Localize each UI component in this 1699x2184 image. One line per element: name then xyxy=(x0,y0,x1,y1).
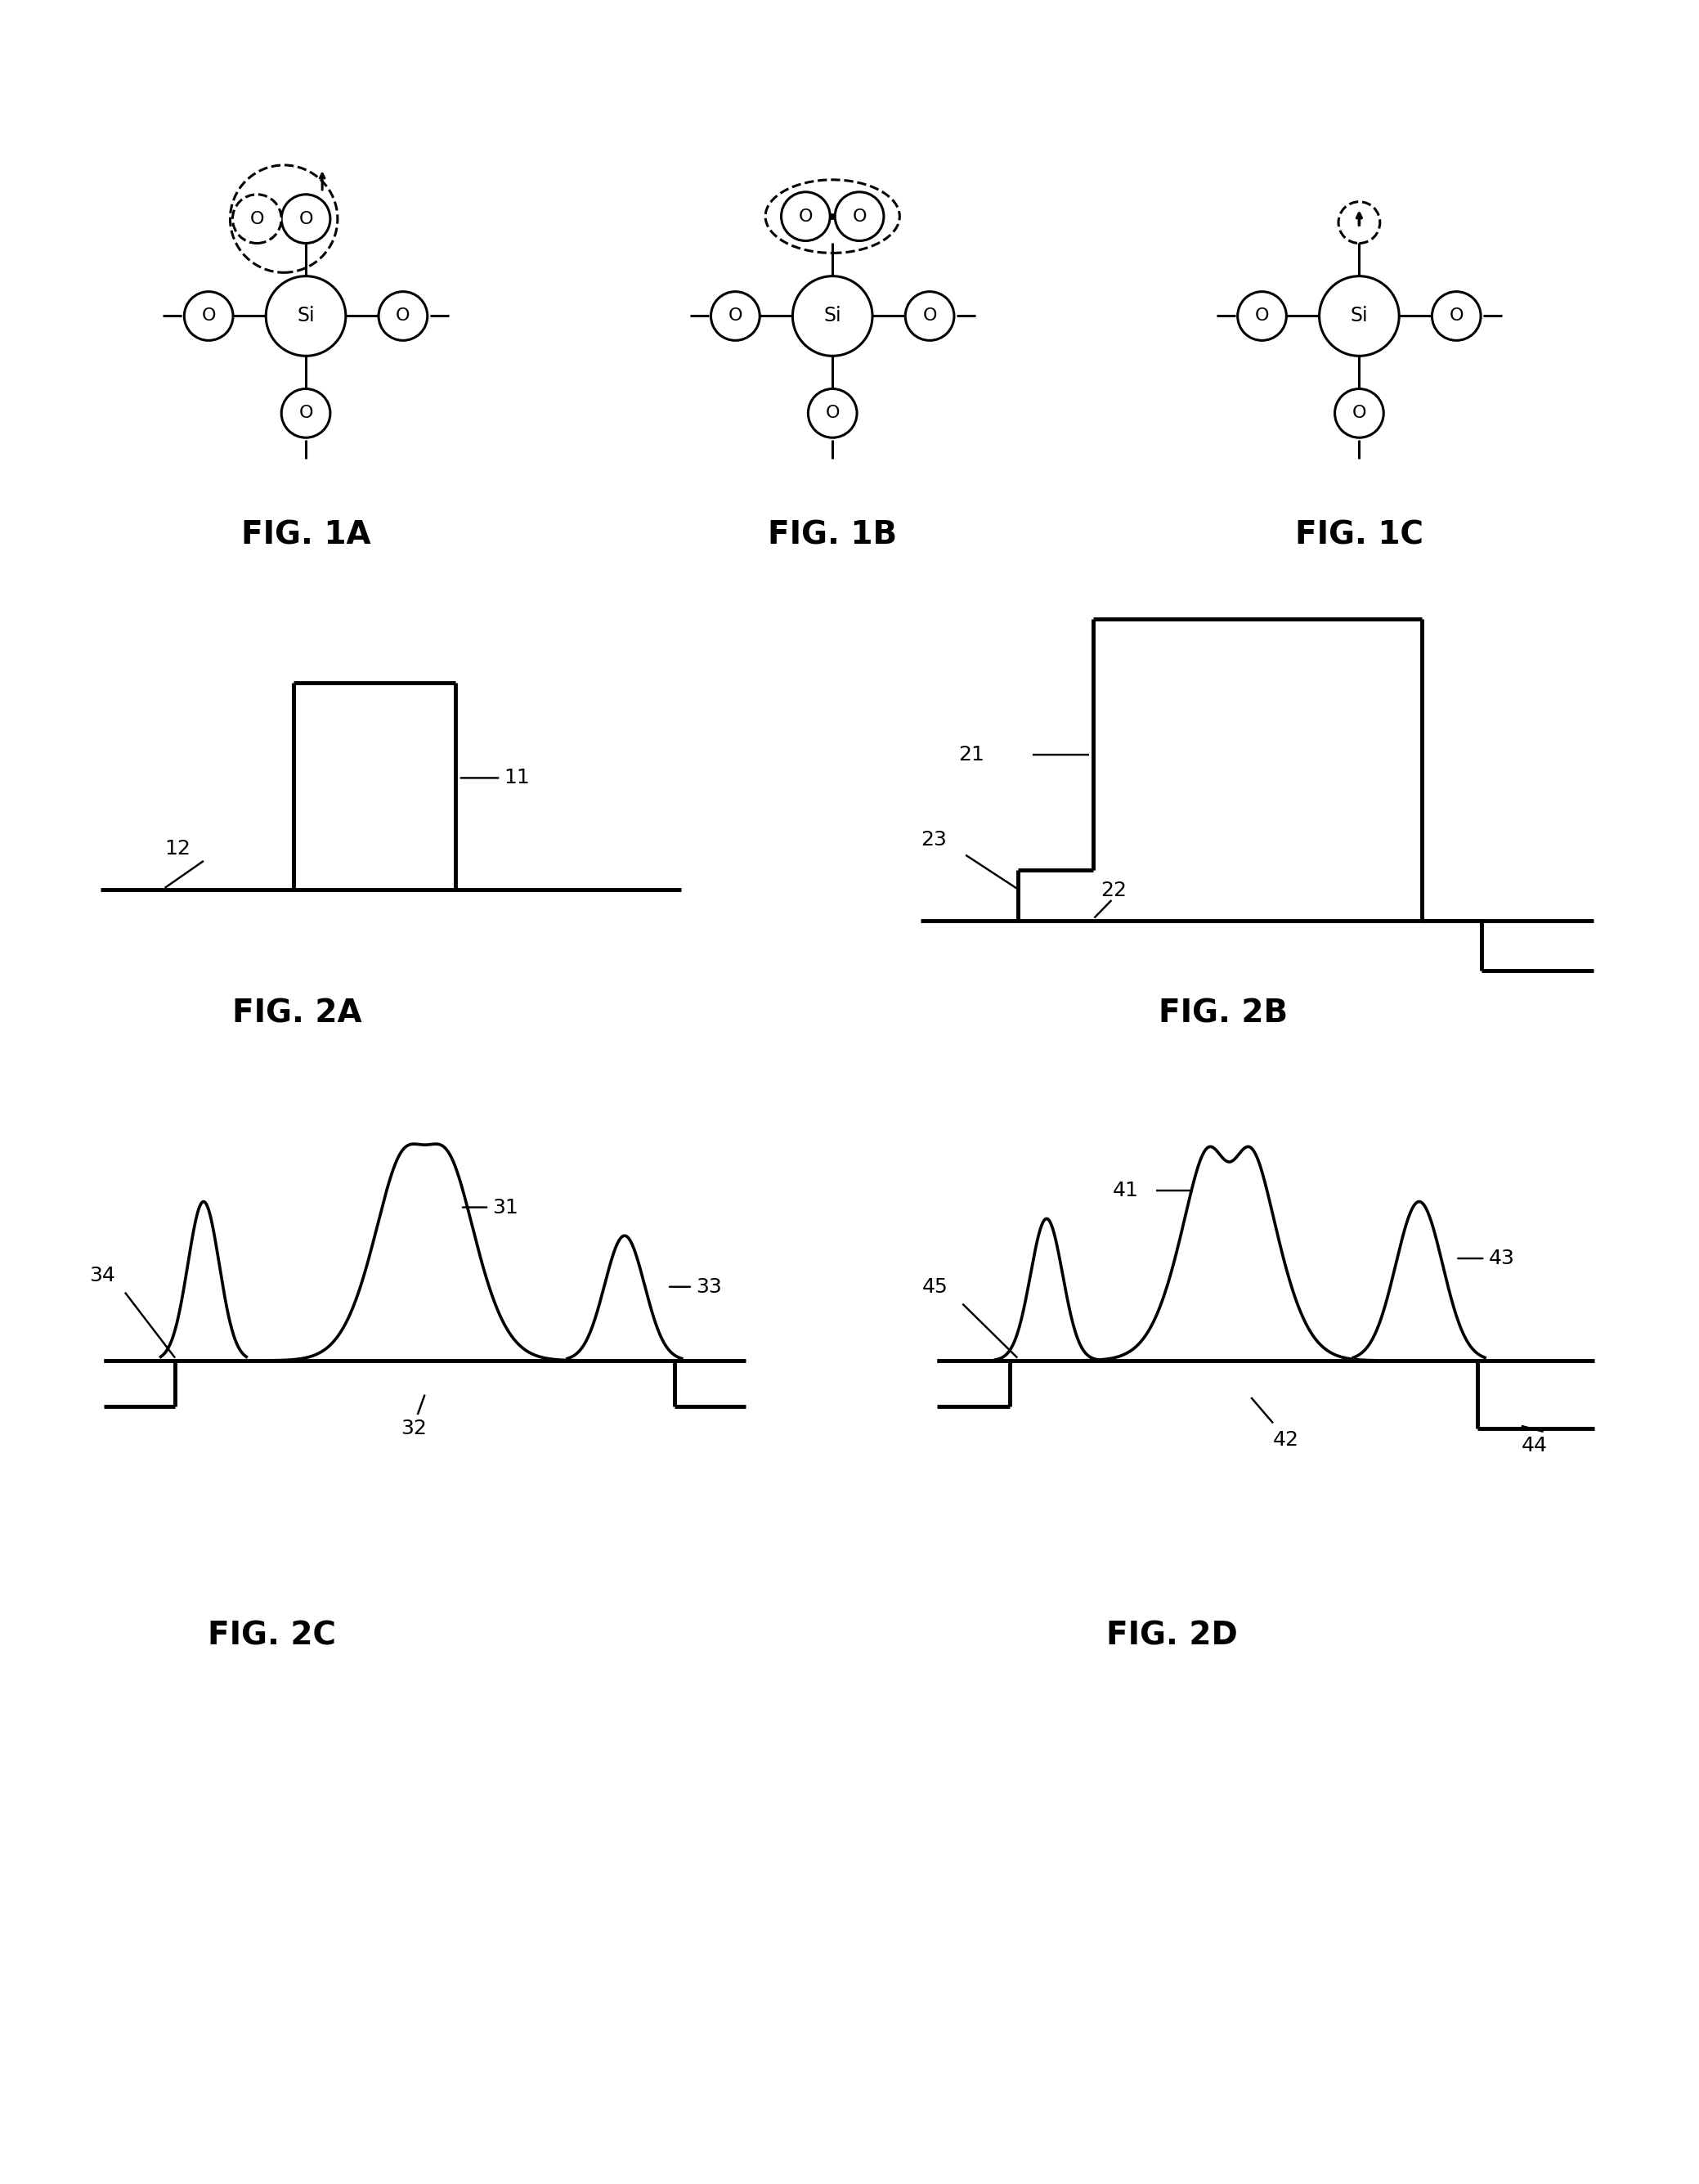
Text: 42: 42 xyxy=(1273,1431,1300,1450)
Text: FIG. 2B: FIG. 2B xyxy=(1159,998,1288,1029)
Text: Si: Si xyxy=(1351,306,1368,325)
Text: O: O xyxy=(826,404,839,422)
Text: 41: 41 xyxy=(1113,1182,1138,1199)
Text: O: O xyxy=(299,404,313,422)
Circle shape xyxy=(1432,293,1482,341)
Text: 12: 12 xyxy=(165,839,190,858)
Circle shape xyxy=(834,192,883,240)
Text: 31: 31 xyxy=(493,1197,518,1216)
Text: FIG. 2C: FIG. 2C xyxy=(207,1621,336,1651)
Text: 23: 23 xyxy=(921,830,946,850)
Text: 45: 45 xyxy=(923,1278,948,1297)
Circle shape xyxy=(1320,275,1398,356)
Text: 22: 22 xyxy=(1101,880,1126,900)
Text: FIG. 1B: FIG. 1B xyxy=(768,520,897,550)
Circle shape xyxy=(379,293,428,341)
Text: 43: 43 xyxy=(1488,1249,1514,1269)
Text: 21: 21 xyxy=(958,745,984,764)
Text: O: O xyxy=(799,207,812,225)
Circle shape xyxy=(809,389,856,437)
Text: O: O xyxy=(299,210,313,227)
Text: O: O xyxy=(202,308,216,323)
Circle shape xyxy=(282,389,330,437)
Circle shape xyxy=(906,293,955,341)
Circle shape xyxy=(710,293,759,341)
Circle shape xyxy=(267,275,345,356)
Circle shape xyxy=(793,275,872,356)
Text: O: O xyxy=(396,308,409,323)
Circle shape xyxy=(1237,293,1286,341)
Text: 11: 11 xyxy=(503,769,530,788)
Circle shape xyxy=(233,194,282,242)
Text: FIG. 2A: FIG. 2A xyxy=(233,998,362,1029)
Circle shape xyxy=(782,192,831,240)
Text: O: O xyxy=(923,308,936,323)
Text: O: O xyxy=(1352,404,1366,422)
Text: 44: 44 xyxy=(1522,1437,1548,1455)
Text: FIG. 1C: FIG. 1C xyxy=(1295,520,1424,550)
Circle shape xyxy=(282,194,330,242)
Text: 33: 33 xyxy=(697,1278,722,1297)
Text: O: O xyxy=(250,210,263,227)
Text: Si: Si xyxy=(824,306,841,325)
Text: 32: 32 xyxy=(401,1420,426,1439)
Text: O: O xyxy=(1449,308,1463,323)
Text: FIG. 1A: FIG. 1A xyxy=(241,520,370,550)
Text: O: O xyxy=(1256,308,1269,323)
Text: Si: Si xyxy=(297,306,314,325)
Text: O: O xyxy=(853,207,866,225)
Circle shape xyxy=(183,293,233,341)
Text: 34: 34 xyxy=(90,1267,116,1284)
Text: FIG. 2D: FIG. 2D xyxy=(1106,1621,1239,1651)
Text: O: O xyxy=(729,308,742,323)
Circle shape xyxy=(1335,389,1383,437)
